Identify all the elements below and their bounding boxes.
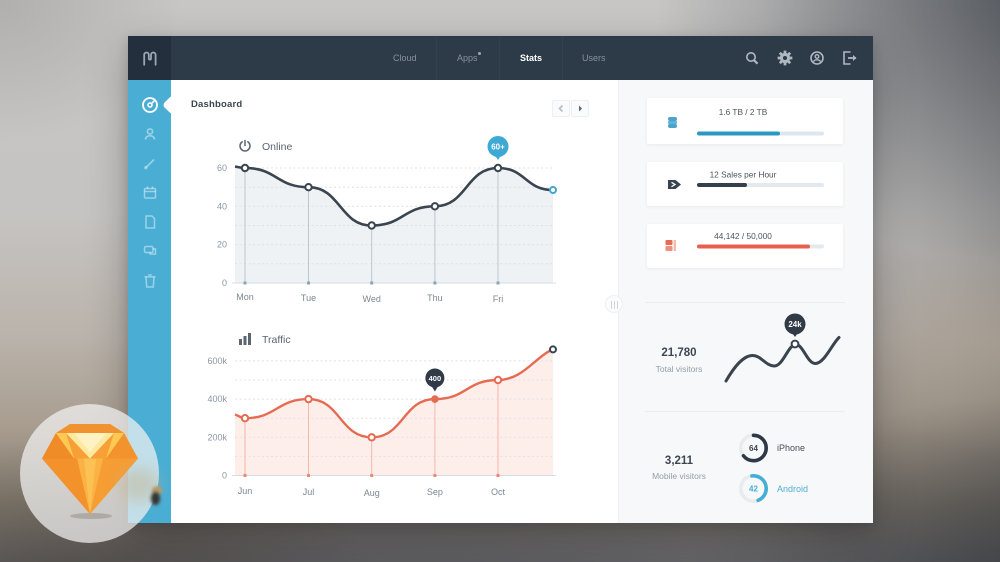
svg-text:Wed: Wed <box>363 294 381 304</box>
svg-text:1.6 TB / 2 TB: 1.6 TB / 2 TB <box>719 107 768 117</box>
svg-text:Online: Online <box>262 141 293 153</box>
svg-text:Oct: Oct <box>491 487 506 497</box>
svg-text:Thu: Thu <box>427 293 443 303</box>
svg-text:40: 40 <box>217 201 227 211</box>
svg-text:64: 64 <box>749 444 758 453</box>
svg-text:200k: 200k <box>207 432 227 442</box>
svg-text:Jul: Jul <box>303 487 315 497</box>
svg-text:12 Sales per Hour: 12 Sales per Hour <box>710 170 777 180</box>
svg-text:Sep: Sep <box>427 487 443 497</box>
svg-text:42: 42 <box>749 485 758 494</box>
svg-text:iPhone: iPhone <box>777 443 805 453</box>
svg-text:400k: 400k <box>207 394 227 404</box>
svg-text:600k: 600k <box>207 356 227 366</box>
svg-text:60+: 60+ <box>491 143 505 152</box>
svg-text:24k: 24k <box>788 320 802 329</box>
svg-text:Fri: Fri <box>493 294 504 304</box>
svg-text:60: 60 <box>217 163 227 173</box>
svg-text:0: 0 <box>222 471 227 481</box>
svg-text:20: 20 <box>217 240 227 250</box>
svg-text:400: 400 <box>429 374 442 383</box>
svg-text:Jun: Jun <box>238 486 253 496</box>
svg-text:Traffic: Traffic <box>262 334 291 346</box>
svg-text:Tue: Tue <box>301 293 316 303</box>
svg-text:Android: Android <box>777 484 808 494</box>
svg-text:0: 0 <box>222 278 227 288</box>
svg-text:Aug: Aug <box>364 488 380 498</box>
svg-text:44,142 / 50,000: 44,142 / 50,000 <box>714 231 772 241</box>
svg-text:Mon: Mon <box>236 292 254 302</box>
